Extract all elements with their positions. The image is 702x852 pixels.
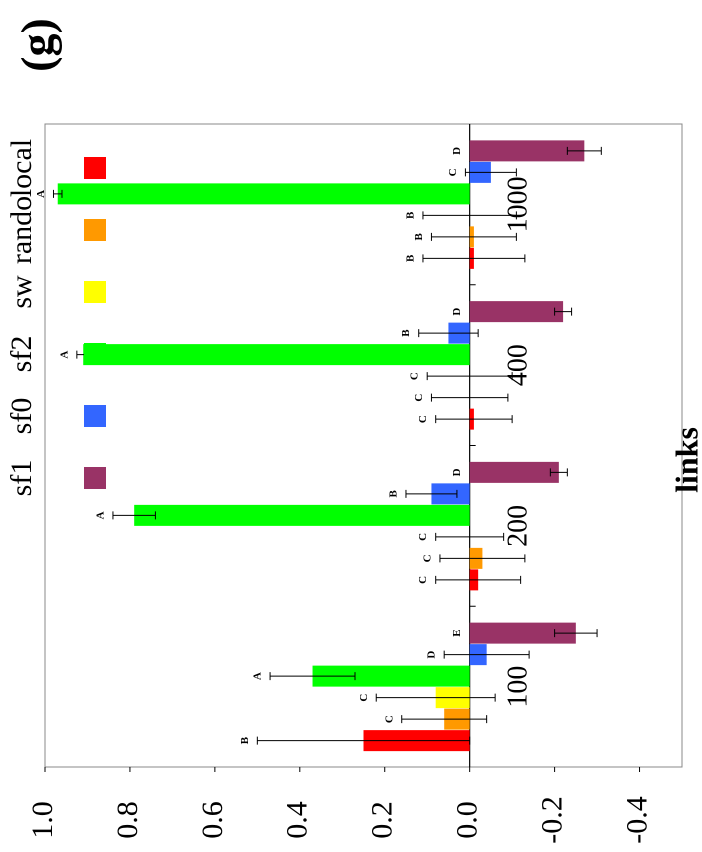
significance-letter: D (451, 468, 463, 476)
bar (57, 183, 470, 205)
error-bar (435, 415, 513, 424)
significance-letter: C (447, 168, 459, 176)
y-tick-label: 0.6 (196, 801, 229, 839)
significance-letter: E (451, 629, 463, 636)
significance-letter: B (404, 211, 416, 219)
significance-letter: A (252, 672, 264, 680)
x-tick-label: 400 (502, 344, 533, 386)
y-tick-label: 0.8 (111, 801, 144, 839)
error-bar (269, 672, 356, 681)
error-bar (554, 629, 598, 638)
bar (469, 461, 559, 483)
legend-label: sf1 (5, 460, 38, 497)
significance-letter: B (413, 233, 425, 241)
significance-letter: C (358, 694, 370, 702)
error-bar (549, 468, 568, 477)
bar (83, 344, 470, 366)
error-bar (439, 554, 526, 563)
bar (469, 140, 585, 162)
x-tick-label: 100 (502, 666, 533, 708)
significance-letter: A (94, 511, 106, 519)
legend-swatch (84, 405, 106, 427)
panel-label: (g) (12, 18, 63, 72)
significance-letter: C (413, 394, 425, 402)
error-bar (52, 189, 63, 198)
error-bar (464, 168, 517, 177)
significance-letter: C (417, 415, 429, 423)
x-axis-label: links (668, 427, 702, 493)
significance-letter: C (409, 372, 421, 380)
error-bar (426, 372, 513, 381)
bar (469, 301, 564, 323)
y-tick-label: 1.0 (26, 801, 59, 839)
error-bar (112, 511, 156, 520)
x-tick-label: 200 (502, 505, 533, 547)
significance-letter: A (58, 351, 70, 359)
error-bar (422, 211, 517, 220)
legend-label: local (5, 139, 38, 197)
significance-letter: D (451, 308, 463, 316)
error-bar (422, 254, 526, 263)
significance-letter: C (421, 554, 433, 562)
error-bar (443, 650, 530, 659)
legend-swatch (84, 157, 106, 179)
significance-letter: D (426, 651, 438, 659)
significance-letter: D (451, 147, 463, 155)
error-bar (418, 329, 479, 338)
error-bar (256, 736, 471, 745)
legend-swatch (84, 219, 106, 241)
error-bar (375, 693, 496, 702)
y-tick-label: 0.2 (366, 801, 399, 839)
error-bar (401, 715, 488, 724)
bar (469, 622, 576, 644)
error-bar (435, 575, 522, 584)
legend-label: sw (5, 275, 38, 309)
bar (134, 504, 470, 526)
legend-swatch (84, 343, 106, 365)
legend-label: sf2 (5, 336, 38, 373)
x-tick-label: 1000 (502, 176, 533, 232)
significance-letter: C (383, 715, 395, 723)
legend-label: rando (5, 196, 38, 264)
significance-letter: C (417, 576, 429, 584)
error-bar (566, 146, 602, 155)
error-bar (430, 393, 509, 402)
significance-letter: B (239, 736, 251, 744)
y-tick-label: -0.4 (620, 796, 653, 844)
error-bar (435, 532, 505, 541)
significance-letter: B (404, 254, 416, 262)
y-tick-label: 0.4 (281, 801, 314, 839)
legend-label: sf0 (5, 398, 38, 435)
plot-frame (44, 123, 683, 768)
legend-swatch (84, 281, 106, 303)
significance-letter: B (387, 490, 399, 498)
error-bar (430, 232, 517, 241)
significance-letter: B (400, 329, 412, 337)
significance-letter: C (417, 533, 429, 541)
error-bar (554, 307, 573, 316)
bar (312, 665, 470, 687)
legend-swatch (84, 467, 106, 489)
y-tick-label: 0.0 (451, 801, 484, 839)
significance-letter: A (35, 190, 47, 198)
y-tick-label: -0.2 (535, 796, 568, 844)
chart-body: (g) links 1.0 0.8 0.6 0.4 0.2 0.0 -0.2 -0.4 100 B… (5, 18, 702, 844)
error-bar (405, 489, 458, 498)
